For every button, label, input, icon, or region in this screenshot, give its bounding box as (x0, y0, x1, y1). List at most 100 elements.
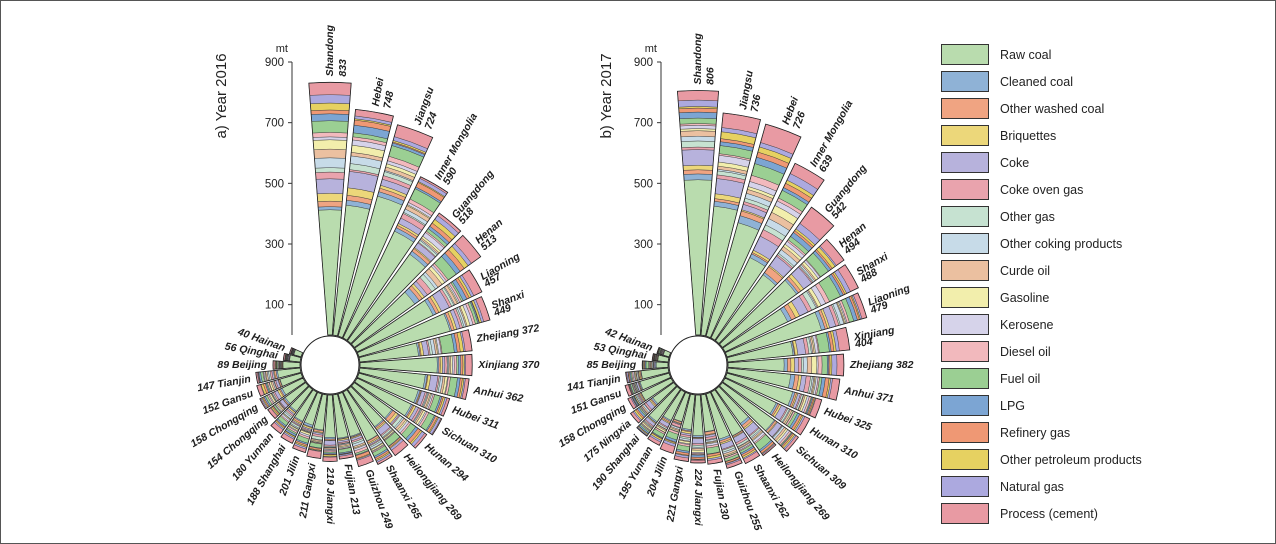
bar-zhejiang (727, 353, 845, 377)
bar-outline (724, 372, 823, 419)
y-tick-label: 900 (265, 57, 284, 69)
bar-segment (323, 440, 337, 446)
bar-henan (718, 238, 845, 349)
bar-fujian (700, 393, 724, 465)
center-circle (668, 335, 728, 395)
legend-swatch (941, 476, 989, 497)
bar-shanghai (280, 389, 318, 444)
bar-label: Hubei 325 (822, 405, 873, 433)
bar-segment (821, 355, 828, 375)
bar-outline (359, 353, 473, 377)
legend-label: Kerosene (1000, 317, 1054, 332)
bar-chongqing (627, 377, 674, 410)
legend-item: Coke oven gas (941, 176, 1171, 203)
bar-outline (332, 393, 354, 460)
bar-segment (310, 113, 350, 122)
bar-guizhou (705, 391, 743, 469)
bar-xinjiang (726, 326, 851, 363)
bar-segment (310, 109, 350, 115)
bar-segment (790, 357, 795, 373)
bar-outline (288, 347, 304, 358)
legend-swatch (941, 368, 989, 389)
bar-outline (705, 391, 743, 469)
bar-segment (678, 107, 718, 113)
bar-qinghai (651, 353, 670, 363)
bar-chongqing (259, 377, 306, 410)
legend-swatch (941, 44, 989, 65)
bar-outline (282, 352, 302, 363)
legend-swatch (941, 152, 989, 173)
bar-outline (659, 391, 691, 454)
bar-segment (811, 355, 818, 375)
bar-value: 404 (853, 336, 873, 351)
bar-gansu (256, 372, 304, 397)
bar-segment (311, 120, 349, 134)
bar-outline (629, 381, 678, 424)
bar-label: Hebei (370, 76, 387, 107)
panel-title: b) Year 2017 (598, 53, 615, 138)
bar-label: Zhejiang 382 (849, 359, 914, 371)
legend-label: Other petroleum products (1000, 452, 1142, 467)
legend-label: Coke (1000, 155, 1030, 170)
bar-outline (656, 346, 672, 358)
bar-outline (700, 112, 762, 337)
bar-shanghai (636, 385, 682, 437)
bar-outline (259, 377, 306, 410)
legend-item: Briquettes (941, 122, 1171, 149)
legend-item: Other coking products (941, 230, 1171, 257)
legend-item: Diesel oil (941, 338, 1171, 365)
bar-outline (350, 234, 482, 349)
bar-outline (726, 367, 841, 401)
bar-segment (308, 82, 352, 96)
bar-hebei (332, 108, 394, 337)
bar-xinjiang (359, 353, 473, 377)
bar-heilongjiang (346, 385, 409, 457)
bar-segment (679, 117, 717, 125)
bar-segment (444, 356, 448, 374)
bar-segment (787, 357, 792, 373)
bar-segment (312, 139, 348, 150)
legend-item: Gasoline (941, 284, 1171, 311)
bar-value: 724 (423, 110, 440, 131)
legend-label: Diesel oil (1000, 344, 1051, 359)
bar-tianjin (255, 367, 302, 384)
legend-item: Other gas (941, 203, 1171, 230)
bar-outline (724, 292, 868, 358)
bar-jiangsu (700, 112, 762, 337)
bar-label: 89 Beijing (217, 359, 267, 371)
bar-segment (324, 437, 336, 440)
bar-outline (358, 329, 473, 363)
bar-beijing (272, 360, 301, 370)
bar-hunan (350, 381, 428, 449)
bar-label: 221 Gangxi (664, 464, 686, 523)
bar-outline (625, 367, 670, 384)
bar-gangxi (306, 393, 328, 459)
bar-segment (442, 356, 446, 374)
bar-jilin (659, 391, 691, 454)
legend-swatch (941, 260, 989, 281)
bar-segment (313, 148, 347, 159)
bar-yunnan (270, 385, 314, 435)
bar-qinghai (282, 352, 302, 363)
legend-label: Fuel oil (1000, 371, 1041, 386)
legend-item: Kerosene (941, 311, 1171, 338)
bar-outline (700, 393, 724, 465)
bar-chongqing (267, 381, 310, 420)
bar-outline (714, 385, 777, 457)
bar-segment (802, 356, 808, 374)
bar-outline (255, 367, 302, 384)
y-tick-label: 300 (634, 239, 653, 251)
bar-segment (677, 99, 719, 108)
y-tick-label: 500 (265, 178, 284, 190)
bar-shanxi (356, 296, 491, 358)
bar-anhui (726, 367, 841, 401)
panel-2: b) Year 2017 mt 100 300 500 700 900 Shandong 806… (557, 33, 914, 533)
bar-shandong (308, 81, 352, 336)
legend-swatch (941, 422, 989, 443)
bar-value: 726 (791, 110, 808, 131)
bar-outline (627, 377, 674, 410)
bar-zhejiang (358, 329, 473, 363)
bar-outline (624, 372, 672, 397)
legend-label: Curde oil (1000, 263, 1051, 278)
bar-segment (831, 354, 838, 376)
